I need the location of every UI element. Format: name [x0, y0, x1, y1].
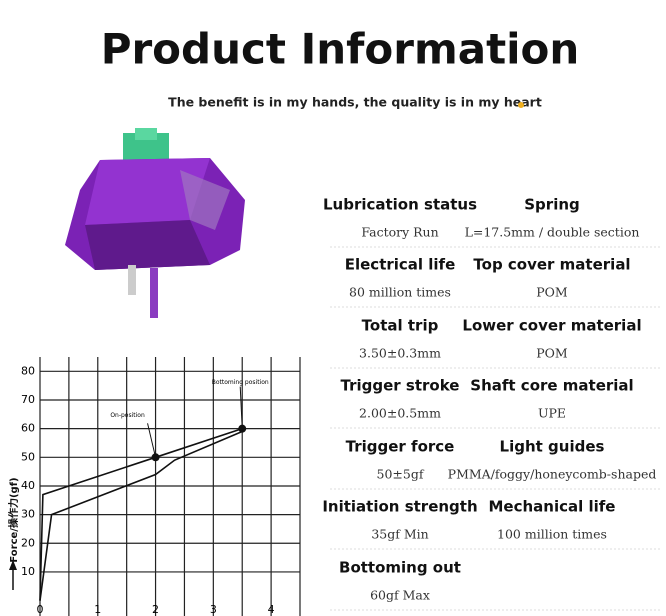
spec-label: Spring	[524, 196, 580, 214]
spec-label: Bottoming out	[339, 559, 461, 577]
title: Product Information	[101, 25, 580, 74]
spec-value: 60gf Max	[370, 588, 430, 603]
spec-label: Electrical life	[345, 256, 456, 274]
y-tick-label: 10	[21, 565, 35, 578]
spec-label: Light guides	[500, 438, 605, 456]
spec-value: POM	[536, 285, 568, 300]
dot	[518, 102, 524, 108]
spec-label: Shaft core material	[470, 377, 633, 395]
subtitle: The benefit is in my hands, the quality …	[168, 95, 542, 110]
x-tick-label: 0	[37, 603, 44, 616]
y-tick-label: 30	[21, 508, 35, 521]
arrow-head	[9, 560, 17, 570]
spec-value: L=17.5mm / double section	[465, 225, 640, 240]
spec-value: POM	[536, 346, 568, 361]
spec-value: 3.50±0.3mm	[359, 346, 441, 361]
spec-value: 2.00±0.5mm	[359, 406, 441, 421]
spec-label: Mechanical life	[489, 498, 616, 516]
force-curve	[39, 430, 243, 601]
annotation: Bottoming position	[212, 379, 269, 386]
spec-label: Top cover material	[473, 256, 630, 274]
y-tick-label: 80	[21, 364, 35, 377]
switch-image	[65, 128, 245, 318]
x-tick-label: 4	[268, 603, 275, 616]
annotation: On-position	[110, 412, 145, 419]
spec-label: Trigger force	[346, 438, 455, 456]
leader	[147, 423, 157, 458]
spec-value: PMMA/foggy/honeycomb-shaped	[448, 467, 657, 482]
spec-value: UPE	[538, 406, 566, 421]
spec-value: 35gf Min	[371, 527, 428, 542]
y-tick-label: 50	[21, 450, 35, 463]
spec-label: Lubrication status	[323, 196, 477, 214]
force-chart: Force/操作力(gf)	[7, 477, 20, 590]
spec-label: Lower cover material	[462, 317, 641, 335]
spec-label: Initiation strength	[322, 498, 477, 516]
leader	[239, 386, 243, 429]
spec-value: 80 million times	[349, 285, 451, 300]
y-tick-label: 40	[21, 479, 35, 492]
spec-label: Total trip	[362, 317, 439, 335]
y-tick-label: 20	[21, 536, 35, 549]
force-curve	[39, 427, 243, 601]
y-axis-label: Force/操作力(gf)	[7, 477, 20, 562]
y-tick-label: 70	[21, 393, 35, 406]
x-tick-label: 1	[94, 603, 101, 616]
y-tick-label: 60	[21, 422, 35, 435]
spec-value: 100 million times	[497, 527, 607, 542]
spec-value: Factory Run	[361, 225, 438, 240]
spec-label: Trigger stroke	[341, 377, 460, 395]
x-tick-label: 3	[210, 603, 217, 616]
spec-value: 50±5gf	[377, 467, 425, 482]
x-tick-label: 2	[152, 603, 159, 616]
